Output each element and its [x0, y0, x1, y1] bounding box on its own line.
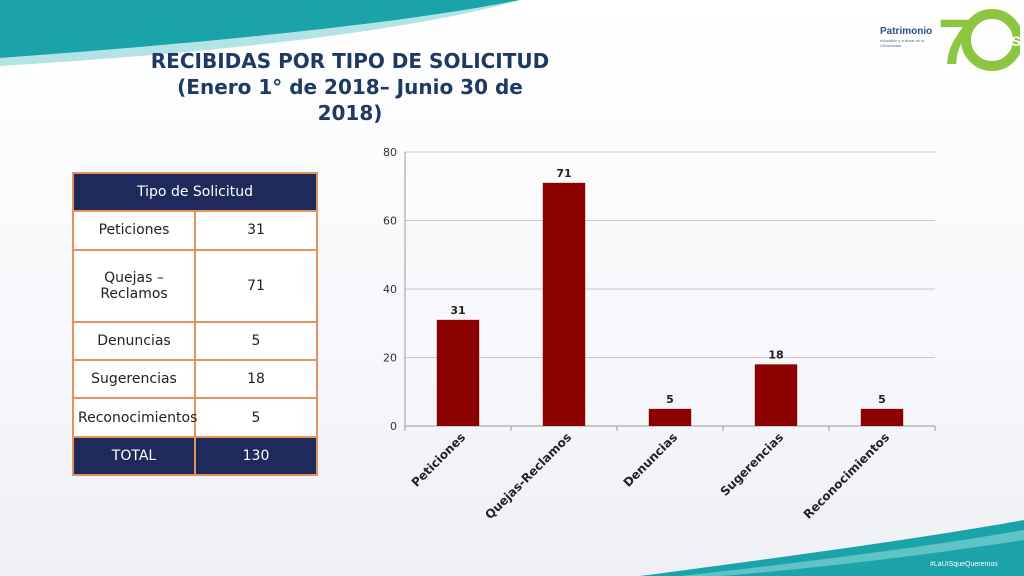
- table-header-row: Tipo de Solicitud: [72, 171, 318, 213]
- table-total-row: TOTAL 130: [72, 435, 318, 477]
- y-tick-label: 60: [383, 215, 397, 228]
- table-row-value: 5: [194, 397, 318, 438]
- svg-text:70 UIS: 70 UIS: [978, 33, 1020, 49]
- table-row: Quejas – Reclamos 71: [72, 248, 318, 323]
- bottom-swoosh-decoration: [640, 520, 1024, 576]
- bar: [542, 182, 586, 426]
- table-row: Denuncias 5: [72, 320, 318, 362]
- table-row: Peticiones 31: [72, 210, 318, 251]
- table-row-label: Sugerencias: [72, 359, 196, 400]
- y-tick-label: 40: [383, 283, 397, 296]
- page-title: RECIBIDAS POR TIPO DE SOLICITUD (Enero 1…: [150, 49, 550, 125]
- table-row-label: Peticiones: [72, 210, 196, 251]
- x-tick-label: Quejas-Reclamos: [482, 430, 574, 522]
- data-label: 18: [768, 348, 783, 361]
- table-row: Reconocimientos 5: [72, 397, 318, 438]
- table-row-label: Reconocimientos: [72, 397, 197, 438]
- data-label: 5: [666, 393, 674, 406]
- bar: [648, 408, 692, 426]
- bar: [436, 319, 480, 426]
- table-row-label: Denuncias: [72, 320, 196, 362]
- logo-tagline: educativo y cultural de la Universidad: [880, 38, 925, 48]
- x-tick-label: Sugerencias: [718, 430, 787, 499]
- table-total-label: TOTAL: [72, 435, 196, 477]
- data-label: 5: [878, 393, 886, 406]
- data-label: 71: [556, 167, 571, 180]
- x-tick-label: Peticiones: [409, 430, 468, 489]
- y-tick-label: 80: [383, 146, 397, 159]
- bar-chart: 0 20 40 60 80 31 Peticiones 71 Quejas-Reclamos 5 D…: [383, 146, 936, 522]
- uis-70-anniversary-logo: 7 70 UIS: [938, 6, 1020, 72]
- y-tick-label: 20: [383, 352, 397, 365]
- table-row-value: 71: [194, 248, 318, 323]
- x-tick-label: Reconocimientos: [801, 430, 892, 521]
- solicitud-table: Tipo de Solicitud Peticiones 31 Quejas –…: [72, 171, 318, 477]
- table-row-value: 18: [194, 359, 318, 400]
- bar: [860, 408, 904, 426]
- table-header: Tipo de Solicitud: [72, 171, 318, 213]
- table-row-label: Quejas – Reclamos: [72, 248, 196, 323]
- x-tick-label: Denuncias: [621, 430, 681, 490]
- top-swoosh-decoration: [0, 0, 520, 66]
- table-row-value: 31: [194, 210, 318, 251]
- logo-name: Patrimonio: [880, 26, 933, 37]
- y-tick-label: 0: [390, 420, 397, 433]
- hashtag-text: #LaUISqueQueremos: [930, 561, 998, 568]
- table-row: Sugerencias 18: [72, 359, 318, 400]
- data-label: 31: [450, 304, 465, 317]
- table-total-value: 130: [194, 435, 318, 477]
- table-row-value: 5: [194, 320, 318, 362]
- bar: [754, 364, 798, 426]
